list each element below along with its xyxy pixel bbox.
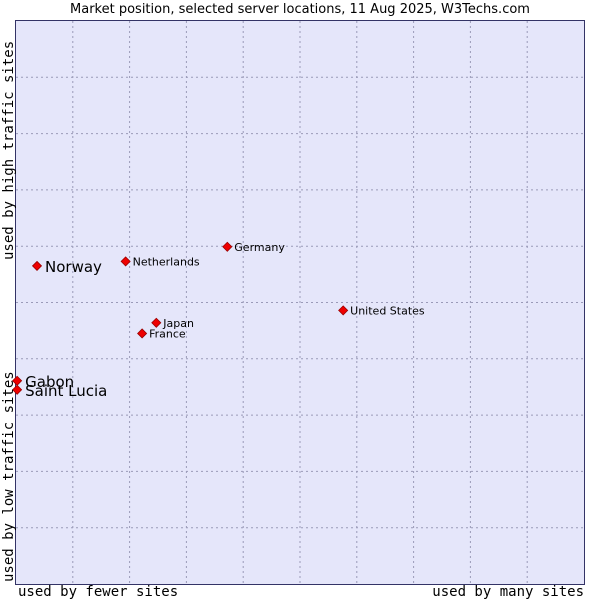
point-marker-norway[interactable] xyxy=(31,260,43,271)
point-label-saint-lucia: Saint Lucia xyxy=(25,382,107,400)
point-marker-germany[interactable] xyxy=(222,241,233,252)
point-label-france: France xyxy=(149,327,186,340)
x-axis-label-low: used by fewer sites xyxy=(18,584,179,600)
data-points: Norway Netherlands Germany United States Jap… xyxy=(12,241,425,400)
point-label-germany: Germany xyxy=(234,241,285,254)
point-label-gabon: Gabon xyxy=(25,373,74,391)
point-label-netherlands: Netherlands xyxy=(133,255,200,268)
chart-title: Market position, selected server locatio… xyxy=(70,2,530,17)
point-marker-netherlands[interactable] xyxy=(120,256,131,267)
gridlines xyxy=(16,21,584,584)
point-label-united-states: United States xyxy=(350,304,425,317)
point-marker-saint-lucia[interactable] xyxy=(12,384,23,395)
point-label-norway: Norway xyxy=(45,258,102,276)
point-marker-united-states[interactable] xyxy=(338,305,349,316)
y-axis-label-high: used by high traffic sites xyxy=(1,40,17,260)
point-marker-japan[interactable] xyxy=(151,317,162,328)
point-label-japan: Japan xyxy=(162,317,194,330)
point-marker-france[interactable] xyxy=(137,328,148,339)
x-axis-label-high: used by many sites xyxy=(432,584,584,600)
y-axis-label-low: used by low traffic sites xyxy=(1,371,17,582)
